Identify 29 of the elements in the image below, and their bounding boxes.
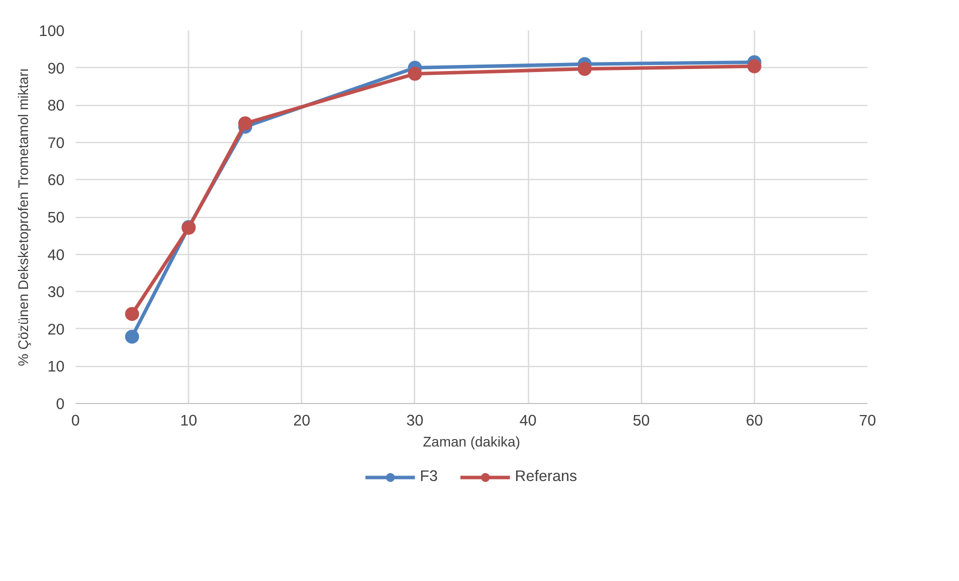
- y-tick-label: 90: [47, 60, 65, 78]
- y-tick-label: 40: [47, 246, 65, 264]
- y-tick-label: 30: [47, 284, 65, 302]
- y-tick-label: 100: [38, 23, 65, 40]
- x-tick-label: 0: [71, 412, 80, 430]
- x-tick-label: 20: [293, 412, 310, 430]
- y-tick-label: 20: [47, 321, 65, 338]
- point: [747, 59, 762, 74]
- x-tick-label: 10: [180, 412, 198, 430]
- y-tick-label: 70: [47, 134, 65, 152]
- point: [125, 330, 140, 344]
- y-tick-label: 10: [47, 358, 65, 376]
- point: [238, 116, 252, 130]
- x-axis-title: Zaman (dakika): [422, 434, 520, 450]
- point: [578, 62, 592, 76]
- y-tick-label: 80: [47, 98, 65, 115]
- x-tick-label: 50: [632, 412, 650, 430]
- x-tick-label: 70: [858, 412, 876, 430]
- y-tick-label: 60: [47, 172, 65, 190]
- point: [408, 66, 422, 81]
- legend-label: F3: [420, 468, 439, 486]
- y-tick-label: 0: [56, 396, 65, 413]
- x-tick-label: 40: [520, 412, 537, 430]
- x-tick-label: 60: [746, 412, 763, 430]
- y-axis-title: % Çözünen Deksketoprofen Trometamol miktarı: [14, 68, 31, 366]
- legend-label: Referans: [514, 468, 578, 486]
- point: [125, 306, 140, 321]
- y-tick-label: 50: [47, 210, 65, 226]
- x-tick-label: 30: [406, 412, 424, 430]
